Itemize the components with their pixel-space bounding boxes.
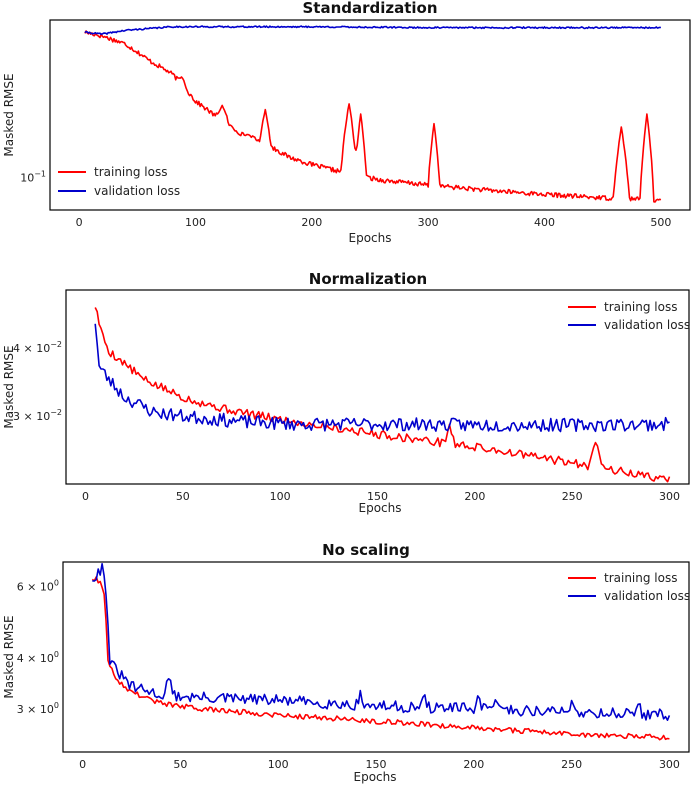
x-tick-label: 150 (367, 490, 388, 503)
y-tick-label: 6 × 100 (17, 579, 59, 594)
x-tick-label: 200 (464, 490, 485, 503)
y-tick-label: 3 × 100 (17, 701, 59, 716)
x-tick-label: 0 (76, 216, 83, 229)
legend-label-training: training loss (94, 165, 167, 179)
x-tick-label: 250 (562, 490, 583, 503)
legend: training loss validation loss (568, 300, 690, 332)
y-tick-label: 4 × 10−2 (13, 340, 62, 355)
plot-frame (65, 289, 690, 485)
legend: training loss validation loss (58, 165, 180, 198)
x-tick-label: 250 (561, 758, 582, 771)
x-tick-label: 500 (650, 216, 671, 229)
panel-standardization: Standardization Masked RMSE Epochs 0 100 2… (2, 0, 691, 245)
plot-frame (49, 19, 691, 211)
y-tick-label: 3 × 10−2 (13, 408, 62, 423)
x-axis-label: Epochs (354, 770, 397, 784)
x-tick-label: 300 (418, 216, 439, 229)
x-tick-label: 0 (79, 758, 86, 771)
x-tick-labels: 0 50 100 150 200 250 300 (82, 490, 680, 503)
series-lines (94, 307, 671, 483)
y-axis-label: Masked RMSE (2, 615, 16, 698)
x-tick-labels: 0 50 100 150 200 250 300 (79, 758, 680, 771)
x-tick-label: 200 (463, 758, 484, 771)
chart-title: No scaling (322, 541, 410, 559)
x-axis-label: Epochs (359, 501, 402, 515)
x-tick-labels: 0 100 200 300 400 500 (76, 216, 672, 229)
x-tick-label: 0 (82, 490, 89, 503)
x-tick-label: 50 (176, 490, 190, 503)
series-line-training-loss (94, 307, 671, 483)
series-line-validation-loss (92, 563, 671, 721)
x-tick-label: 300 (659, 758, 680, 771)
x-tick-label: 100 (185, 216, 206, 229)
plot-frame (62, 561, 690, 753)
series-line-training-loss (84, 30, 662, 203)
chart-title: Standardization (302, 0, 437, 17)
x-tick-label: 100 (270, 490, 291, 503)
series-line-validation-loss (84, 25, 661, 35)
chart-title: Normalization (309, 270, 427, 288)
series-line-validation-loss (94, 323, 670, 433)
legend-label-validation: validation loss (604, 589, 690, 603)
legend-label-validation: validation loss (604, 318, 690, 332)
series-lines (91, 563, 671, 741)
y-tick-labels: 6 × 100 4 × 100 3 × 100 (17, 579, 59, 716)
panel-normalization: Normalization Masked RMSE Epochs 0 50 100 1… (2, 270, 690, 515)
y-tick-labels: 10−1 (20, 169, 46, 184)
panel-no-scaling: No scaling Masked RMSE Epochs 0 50 100 150 2… (2, 541, 690, 784)
x-tick-label: 50 (173, 758, 187, 771)
legend: training loss validation loss (568, 571, 690, 603)
x-tick-label: 200 (301, 216, 322, 229)
series-lines (84, 25, 662, 203)
x-tick-label: 100 (268, 758, 289, 771)
y-axis-label: Masked RMSE (2, 73, 16, 156)
legend-label-validation: validation loss (94, 184, 180, 198)
x-tick-label: 400 (534, 216, 555, 229)
legend-label-training: training loss (604, 571, 677, 585)
y-tick-label: 4 × 100 (17, 650, 59, 665)
x-tick-label: 150 (366, 758, 387, 771)
legend-label-training: training loss (604, 300, 677, 314)
x-tick-label: 300 (659, 490, 680, 503)
y-tick-label: 10−1 (20, 169, 46, 184)
x-axis-label: Epochs (349, 231, 392, 245)
y-axis-label: Masked RMSE (2, 345, 16, 428)
y-tick-labels: 4 × 10−2 3 × 10−2 (13, 340, 62, 423)
series-line-training-loss (91, 576, 670, 741)
